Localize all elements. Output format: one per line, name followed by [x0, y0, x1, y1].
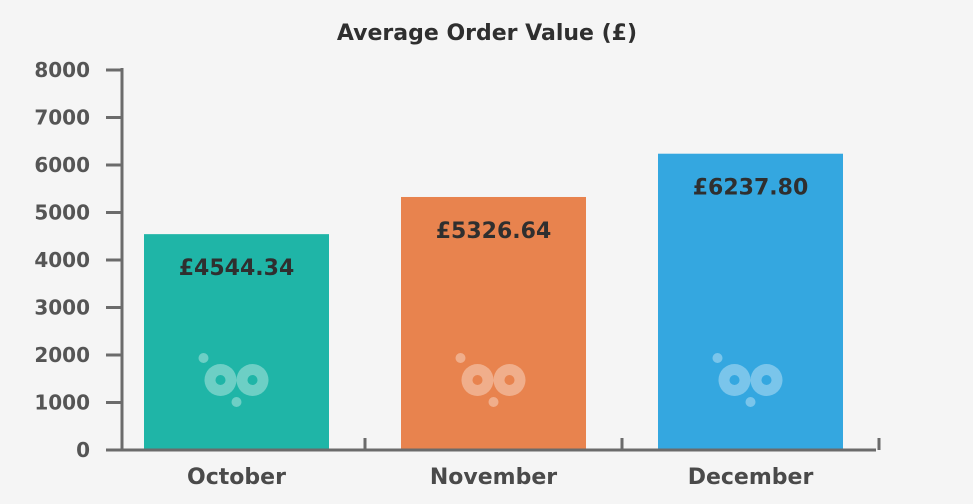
bar-october [144, 234, 329, 450]
bar-november [401, 196, 586, 450]
plot-area: £4544.34 October £5326.64 November £6237.80 D… [34, 58, 881, 490]
x-tick-label-november: November [430, 465, 557, 490]
bp-logo-icon [712, 353, 783, 407]
bar-december [658, 153, 843, 450]
x-tick-label-december: December [688, 465, 814, 490]
y-tick-label-5000: 5000 [34, 201, 90, 225]
data-label-december: £6237.80 [693, 176, 809, 201]
bp-logo-icon [198, 353, 269, 407]
y-tick-label-2000: 2000 [34, 343, 90, 367]
bp-logo-icon [455, 353, 526, 407]
y-tick-label-0: 0 [76, 438, 90, 462]
y-tick-label-7000: 7000 [34, 106, 90, 130]
y-tick-label-3000: 3000 [34, 296, 90, 320]
x-tick-label-october: October [187, 465, 286, 490]
y-tick-label-6000: 6000 [34, 153, 90, 177]
y-tick-label-8000: 8000 [34, 58, 90, 82]
y-tick-label-1000: 1000 [34, 391, 90, 415]
y-tick-label-4000: 4000 [34, 248, 90, 272]
data-label-october: £4544.34 [179, 256, 295, 281]
chart-title: Average Order Value (£) [337, 21, 637, 46]
data-label-november: £5326.64 [436, 219, 552, 244]
